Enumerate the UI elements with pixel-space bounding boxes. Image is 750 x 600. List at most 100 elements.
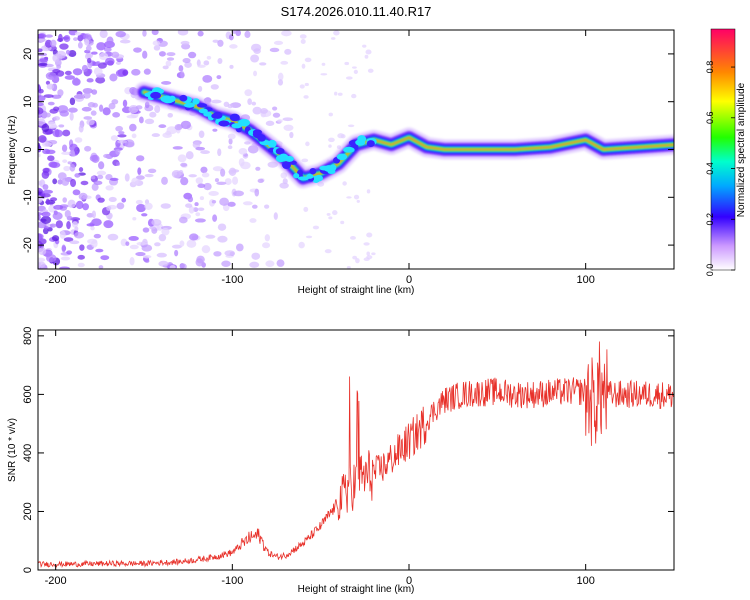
spectrogram-noise-blob [160,81,172,85]
spectrogram-noise-blob [160,203,171,209]
spectrogram-ridge-blob [267,139,277,148]
spectrogram-noise-blob [42,189,53,194]
snr-y-tick-label: 800 [22,327,34,345]
spectrogram-noise-blob [305,141,310,147]
spectrogram-noise-blob [41,123,50,133]
spectrogram-noise-blob [143,68,151,75]
spectrogram-noise-blob [334,91,338,96]
spectrogram-noise-blob [211,99,222,104]
spectrogram-noise-blob [137,167,142,175]
spectrogram-noise-blob [201,172,210,178]
spectrogram-noise-blob [61,178,70,186]
spectrogram-noise-blob [212,128,218,132]
spectrogram-noise-blob [63,237,74,242]
spectrogram-noise-blob [312,225,320,230]
spectrogram-noise-blob [125,241,130,246]
spectrogram-noise-blob [96,170,107,176]
spectrogram-noise-blob [217,57,223,65]
spectrogram-noise-blob [277,79,284,86]
spectrogram-noise-blob [62,129,71,137]
spectrogram-noise-blob [100,255,110,261]
spectrogram-noise-blob [180,40,190,46]
spectrogram-noise-blob [151,218,162,226]
spectrogram-noise-blob [110,135,118,141]
spectrogram-noise-blob [279,182,289,189]
spectrogram-noise-blob [115,61,122,65]
spectrogram-noise-blob [74,94,85,102]
spectrogram-noise-blob [162,65,169,70]
spectrogram-noise-blob [70,178,77,188]
spectrogram-noise-blob [59,110,70,117]
spectrogram-noise-blob [57,89,64,97]
spectrogram-noise-blob [82,92,91,99]
spectrogram-noise-blob [38,52,48,57]
spectrogram-noise-blob [181,43,191,50]
spectrogram-noise-blob [43,226,49,230]
spectrogram-ridge-blob [293,173,300,179]
spectrogram-noise-blob [282,178,288,185]
spectrogram-noise-blob [60,256,71,261]
spectrogram-noise-blob [142,227,150,233]
spectrogram-noise-blob [269,47,280,53]
spectrogram-noise-blob [45,72,57,80]
spectrogram-noise-blob [195,177,204,185]
spectrogram-noise-blob [57,172,67,180]
spectrogram-noise-blob [96,42,106,51]
spectrogram-noise-blob [180,162,188,167]
spectrogram-noise-blob [105,185,114,191]
spectrogram-noise-blob [131,68,141,76]
spectrogram-noise-blob [277,119,283,123]
spectrogram-noise-blob [47,155,55,162]
spectrogram-noise-blob [64,75,76,80]
spectrogram-noise-blob [227,145,233,150]
snr-x-axis-label: Height of straight line (km) [298,584,415,595]
spectrogram-noise-blob [301,63,306,69]
spectrogram-noise-blob [182,57,191,64]
spectrogram-noise-blob [105,57,115,66]
spectrogram-noise-blob [38,233,43,242]
spectrogram-noise-blob [260,108,268,114]
spectrogram-noise-blob [328,144,332,148]
spectrogram-noise-blob [342,181,347,186]
spectrogram-ridge-blob [297,176,310,181]
spectrogram-noise-blob [300,39,306,44]
spectrogram-noise-blob [131,177,139,186]
spectrogram-noise-blob [61,244,66,253]
spectrogram-noise-blob [69,164,76,172]
spectrogram-noise-blob [235,243,244,252]
spectrogram-noise-blob [273,40,284,45]
spectrogram-noise-blob [365,49,372,55]
spectrogram-noise-blob [205,234,216,239]
spectrogram-noise-blob [224,250,235,257]
spectrogram-ridge [134,82,674,189]
spectrogram-noise-blob [304,82,309,87]
spectrogram-noise-blob [149,226,156,230]
spectrogram-noise-blob [142,30,147,37]
spectrogram-y-tick-label: -20 [22,237,34,253]
spectrogram-noise-blob [135,175,145,180]
spectrogram-noise-blob [276,259,285,267]
spectrogram-noise-blob [103,47,112,53]
spectrogram-noise-blob [44,39,53,48]
spectrogram-noise-blob [62,197,67,203]
spectrogram-noise-blob [75,200,84,210]
colorbar-tick-label: 0.4 [705,162,715,175]
spectrogram-noise-blob [51,94,62,99]
spectrogram-ridge-blob [192,98,200,105]
spectrogram-noise-blob [281,30,292,37]
spectrogram-noise-blob [38,88,44,94]
spectrogram-noise-blob [126,114,137,119]
spectrogram-noise-blob [42,167,50,174]
spectrogram-y-tick-label: 0 [22,146,34,152]
spectrogram-ridge-blob [196,103,208,108]
spectrogram-noise-blob [38,257,46,263]
spectrogram-noise-blob [298,241,305,249]
spectrogram-noise-blob [346,196,352,199]
spectrogram-noise-blob [227,201,236,207]
spectrogram-noise-blob [174,124,183,131]
spectrogram-noise-blob [299,34,307,39]
spectrogram-noise-blob [197,85,203,92]
spectrogram-noise-blob [192,141,201,149]
spectrogram-ridge-blob [150,91,162,99]
spectrogram-noise-blob [136,155,145,162]
